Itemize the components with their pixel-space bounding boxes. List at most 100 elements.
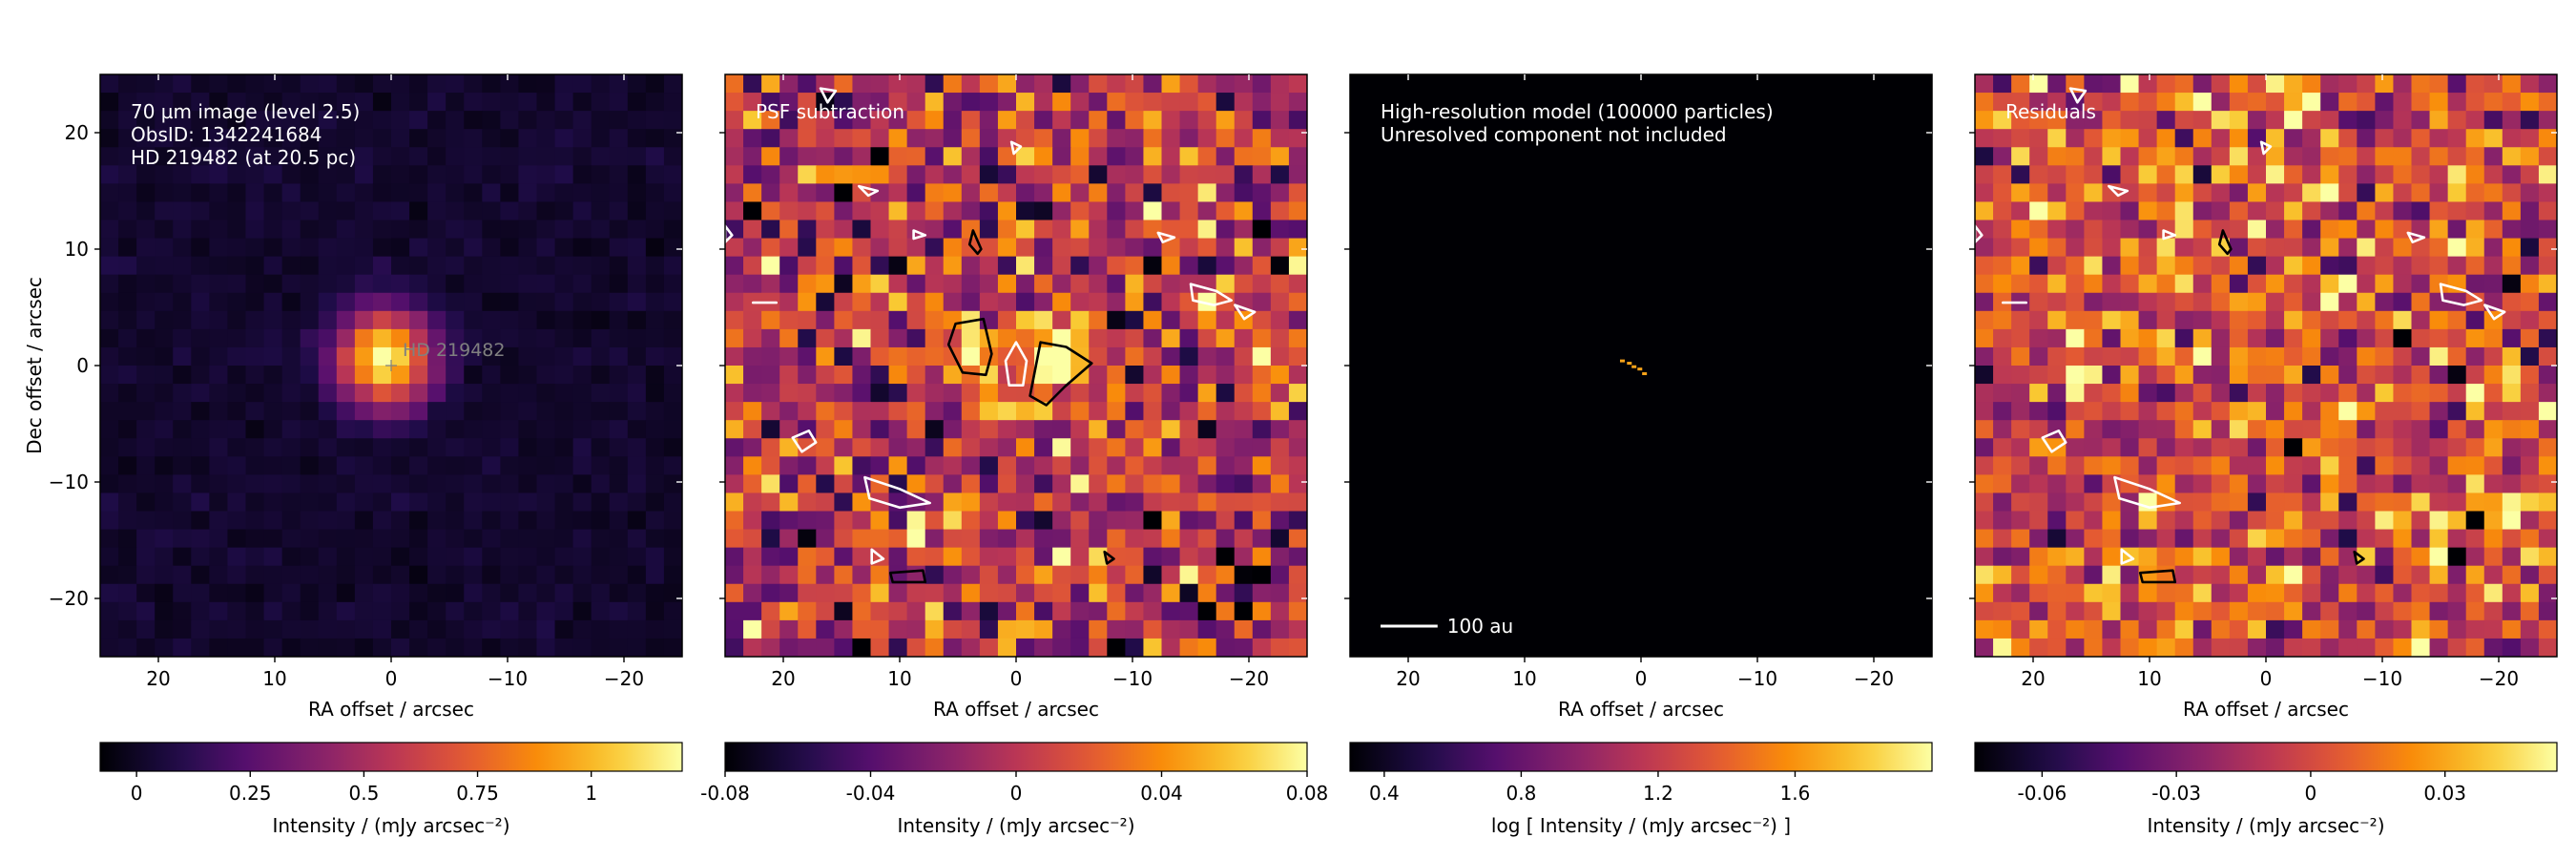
image-pixel bbox=[191, 474, 210, 494]
image-pixel bbox=[572, 147, 592, 166]
image-pixel bbox=[409, 129, 428, 148]
image-pixel bbox=[2120, 438, 2140, 457]
image-pixel bbox=[798, 619, 817, 639]
image-pixel bbox=[888, 310, 908, 330]
x-tick-label: −20 bbox=[604, 667, 644, 690]
image-pixel bbox=[518, 420, 538, 439]
image-pixel bbox=[1288, 256, 1307, 276]
image-pixel bbox=[1252, 238, 1272, 258]
image-pixel bbox=[173, 474, 192, 494]
image-pixel bbox=[300, 147, 320, 166]
image-pixel bbox=[372, 220, 392, 240]
image-pixel bbox=[263, 111, 283, 130]
image-pixel bbox=[2483, 238, 2503, 258]
image-pixel bbox=[2084, 366, 2104, 385]
image-pixel bbox=[100, 346, 119, 367]
image-pixel bbox=[300, 366, 320, 385]
image-pixel bbox=[281, 147, 301, 166]
image-pixel bbox=[2211, 165, 2231, 184]
image-pixel bbox=[2538, 238, 2557, 258]
image-pixel bbox=[354, 511, 374, 531]
image-pixel bbox=[136, 492, 156, 513]
image-pixel bbox=[2229, 402, 2249, 421]
image-pixel bbox=[2520, 438, 2540, 457]
image-pixel bbox=[1161, 238, 1181, 258]
image-pixel bbox=[663, 147, 682, 166]
image-pixel bbox=[2266, 310, 2285, 330]
image-pixel bbox=[870, 456, 890, 475]
image-pixel bbox=[173, 366, 192, 385]
image-pixel bbox=[852, 274, 872, 294]
image-pixel bbox=[2429, 74, 2449, 94]
image-pixel bbox=[761, 547, 780, 567]
image-pixel bbox=[663, 292, 682, 312]
image-pixel bbox=[924, 619, 945, 639]
image-pixel bbox=[336, 238, 356, 258]
image-pixel bbox=[591, 601, 611, 621]
image-pixel bbox=[2156, 547, 2176, 567]
image-pixel bbox=[409, 474, 428, 494]
image-pixel bbox=[1993, 238, 2012, 258]
image-pixel bbox=[627, 183, 647, 203]
image-pixel bbox=[2156, 274, 2176, 294]
image-pixel bbox=[924, 474, 945, 494]
image-pixel bbox=[2284, 165, 2303, 184]
image-pixel bbox=[2284, 346, 2303, 367]
image-pixel bbox=[1179, 129, 1199, 148]
image-pixel bbox=[300, 583, 320, 603]
image-pixel bbox=[372, 93, 392, 112]
image-pixel bbox=[627, 565, 647, 585]
image-pixel bbox=[663, 456, 682, 475]
image-pixel bbox=[2429, 310, 2449, 330]
image-pixel bbox=[852, 384, 872, 403]
image-pixel bbox=[2102, 292, 2122, 312]
image-pixel bbox=[318, 492, 338, 513]
image-pixel bbox=[2229, 366, 2249, 385]
image-pixel bbox=[725, 384, 744, 403]
image-pixel bbox=[1288, 165, 1307, 184]
image-pixel bbox=[663, 274, 682, 294]
image-pixel bbox=[263, 438, 283, 457]
image-pixel bbox=[318, 328, 338, 348]
image-pixel bbox=[2393, 456, 2413, 475]
image-pixel bbox=[281, 456, 301, 475]
image-pixel bbox=[372, 529, 392, 549]
image-pixel bbox=[779, 511, 799, 531]
image-pixel bbox=[2393, 492, 2413, 513]
image-pixel bbox=[2211, 129, 2231, 148]
image-pixel bbox=[245, 366, 265, 385]
image-pixel bbox=[427, 456, 447, 475]
image-pixel bbox=[2502, 274, 2522, 294]
image-pixel bbox=[2502, 165, 2522, 184]
image-pixel bbox=[500, 256, 520, 276]
image-pixel bbox=[2338, 274, 2358, 294]
image-pixel bbox=[263, 511, 283, 531]
image-pixel bbox=[446, 93, 465, 112]
image-pixel bbox=[2084, 583, 2104, 603]
image-pixel bbox=[336, 492, 356, 513]
image-pixel bbox=[2429, 384, 2449, 403]
image-pixel bbox=[888, 346, 908, 367]
image-pixel bbox=[2102, 274, 2122, 294]
image-pixel bbox=[997, 456, 1017, 475]
image-pixel bbox=[263, 638, 283, 657]
image-pixel bbox=[2483, 274, 2503, 294]
image-pixel bbox=[997, 93, 1017, 112]
image-pixel bbox=[2156, 346, 2176, 367]
image-pixel bbox=[906, 511, 926, 531]
image-pixel bbox=[591, 402, 611, 421]
image-pixel bbox=[281, 638, 301, 657]
image-pixel bbox=[500, 492, 520, 513]
image-pixel bbox=[2520, 638, 2540, 657]
image-pixel bbox=[906, 328, 926, 348]
image-pixel bbox=[2411, 456, 2431, 475]
image-pixel bbox=[852, 220, 872, 240]
image-pixel bbox=[2520, 310, 2540, 330]
image-pixel bbox=[870, 74, 890, 94]
image-pixel bbox=[834, 292, 854, 312]
image-pixel bbox=[870, 366, 890, 385]
image-pixel bbox=[2120, 274, 2140, 294]
image-pixel bbox=[1975, 619, 1994, 639]
image-pixel bbox=[725, 366, 744, 385]
